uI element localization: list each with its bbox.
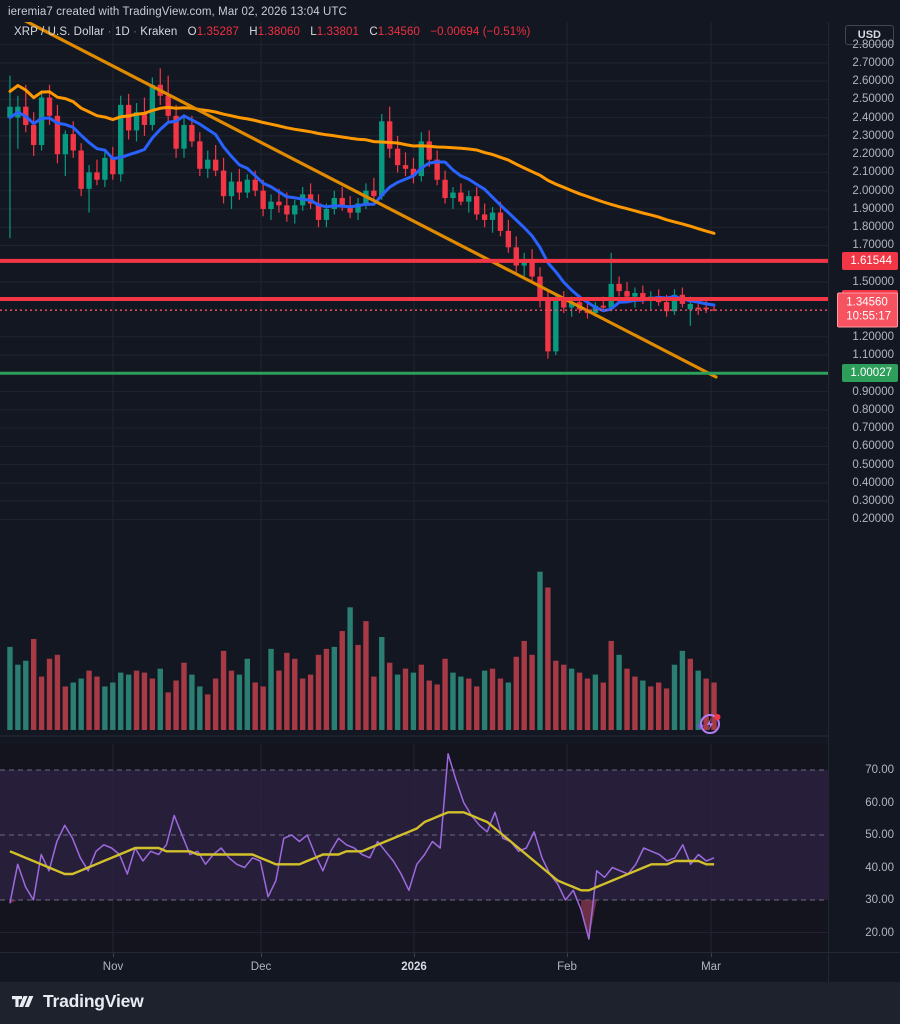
price-level-value: 1.00027 xyxy=(850,367,892,380)
time-axis-tick xyxy=(711,953,712,957)
time-axis[interactable]: Nov Dec 2026 Feb Mar xyxy=(0,952,828,982)
legend-close-value: 1.34560 xyxy=(377,26,421,38)
tradingview-mark-icon xyxy=(12,996,34,1007)
currency-badge[interactable]: USD xyxy=(844,25,894,45)
lightning-bolt-icon xyxy=(707,718,713,731)
price-axis-tick: 2.40000 xyxy=(852,111,894,124)
price-axis-tick: 1.80000 xyxy=(852,221,894,234)
time-axis-tick xyxy=(113,953,114,957)
rsi-axis-tick: 60.00 xyxy=(865,796,894,809)
price-axis-tick: 2.70000 xyxy=(852,56,894,69)
legend-close-label: C xyxy=(369,26,378,38)
legend-open-label: O xyxy=(187,26,197,38)
price-level-badge[interactable]: 1.61544 xyxy=(842,251,898,270)
time-axis-label: Feb xyxy=(557,961,577,973)
time-axis-label: Nov xyxy=(102,961,124,973)
legend-change: −0.00694 (−0.51%) xyxy=(430,26,531,38)
price-axis-tick: 0.30000 xyxy=(852,495,894,508)
legend-high-label: H xyxy=(249,26,258,38)
rsi-axis-tick: 20.00 xyxy=(865,926,894,939)
price-axis-tick: 0.60000 xyxy=(852,440,894,453)
legend-open-value: 1.35287 xyxy=(196,26,239,38)
tradingview-logo[interactable]: TradingView xyxy=(12,991,144,1012)
price-axis-tick: 0.40000 xyxy=(852,476,894,489)
price-axis-tick: 2.20000 xyxy=(852,148,894,161)
price-axis-tick: 0.20000 xyxy=(852,513,894,526)
legend-low-value: 1.33801 xyxy=(316,26,360,38)
price-level-badge[interactable]: 1.34560 10:55:17 xyxy=(837,292,898,328)
price-level-value: 1.34560 xyxy=(846,296,888,309)
time-axis-tick xyxy=(567,953,568,957)
time-axis-label: 2026 xyxy=(401,961,427,973)
time-axis-label: Dec xyxy=(250,961,272,973)
chart-plot-area[interactable] xyxy=(0,22,828,952)
legend-low-label: L xyxy=(310,26,317,38)
price-axis-tick: 2.30000 xyxy=(852,129,894,142)
price-axis-tick: 1.70000 xyxy=(852,239,894,252)
price-axis-tick: 1.20000 xyxy=(852,330,894,343)
price-axis-tick: 0.80000 xyxy=(852,403,894,416)
time-axis-label: Mar xyxy=(701,961,721,973)
rsi-axis-tick: 70.00 xyxy=(865,764,894,776)
time-axis-tick xyxy=(261,953,262,957)
chart-legend: XRP / U.S. Dollar · 1D · Kraken O1.35287… xyxy=(14,26,530,38)
price-axis[interactable]: USD 2.80000 2.70000 2.60000 2.50000 2.40000 2… xyxy=(828,22,900,952)
price-level-value: 1.61544 xyxy=(850,254,892,267)
alert-dot-icon xyxy=(714,714,721,720)
rsi-axis-tick: 40.00 xyxy=(865,861,894,874)
price-axis-tick: 2.80000 xyxy=(852,38,894,51)
time-axis-corner xyxy=(828,952,900,982)
rsi-axis-tick: 30.00 xyxy=(865,894,894,906)
attribution-text: ieremia7 created with TradingView.com, M… xyxy=(8,6,347,18)
rsi-axis-tick: 50.00 xyxy=(865,829,894,841)
price-axis-tick: 1.10000 xyxy=(852,349,894,362)
price-axis-tick: 0.70000 xyxy=(852,422,894,435)
time-axis-tick xyxy=(414,953,415,957)
price-axis-tick: 2.60000 xyxy=(852,75,894,88)
price-axis-tick: 2.00000 xyxy=(852,184,894,197)
tradingview-wordmark: TradingView xyxy=(43,991,144,1011)
footer-bar: TradingView xyxy=(0,982,900,1024)
price-axis-tick: 2.50000 xyxy=(852,93,894,106)
price-axis-tick: 1.50000 xyxy=(852,276,894,288)
chart-svg xyxy=(0,22,828,952)
legend-symbol[interactable]: XRP / U.S. Dollar xyxy=(14,26,105,38)
price-level-badge[interactable]: 1.00027 xyxy=(842,364,898,383)
price-axis-tick: 1.90000 xyxy=(852,202,894,215)
price-axis-tick: 2.10000 xyxy=(852,166,894,179)
price-axis-tick: 0.50000 xyxy=(852,458,894,471)
bar-countdown: 10:55:17 xyxy=(846,310,891,323)
alert-circle-icon xyxy=(700,714,720,734)
price-axis-tick: 0.90000 xyxy=(852,385,894,398)
alert-indicator-badge[interactable] xyxy=(694,709,724,739)
legend-separator-1: · xyxy=(107,26,112,38)
legend-exchange[interactable]: Kraken xyxy=(140,26,178,38)
legend-separator-2: · xyxy=(133,26,137,38)
legend-high-value: 1.38060 xyxy=(257,26,300,38)
legend-interval[interactable]: 1D xyxy=(114,26,130,38)
